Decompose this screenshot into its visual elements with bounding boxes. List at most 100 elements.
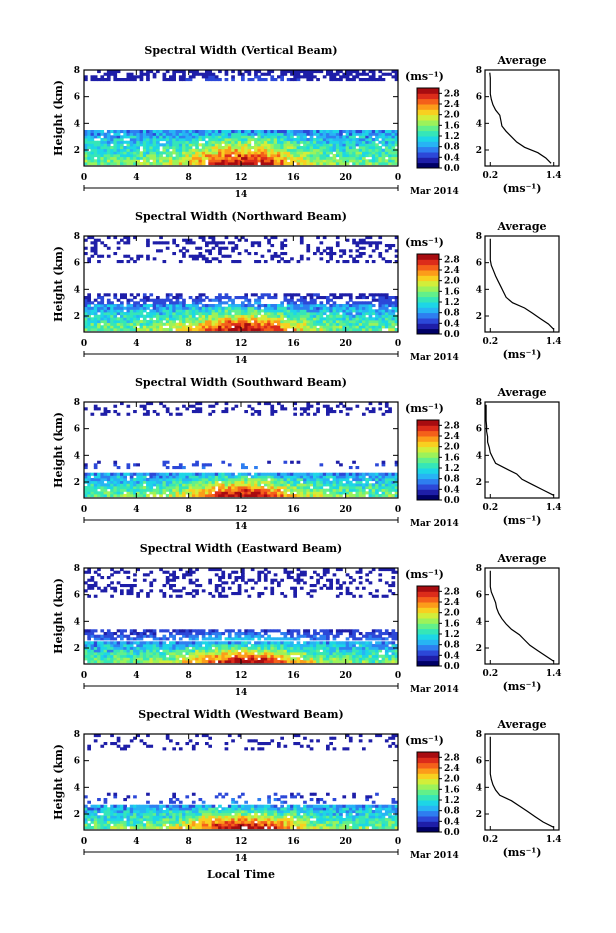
heatmap-cell bbox=[235, 260, 239, 263]
heatmap-cell bbox=[388, 641, 392, 644]
heatmap-cell bbox=[110, 304, 114, 307]
heatmap-cell bbox=[290, 481, 294, 484]
heatmap-cell bbox=[297, 657, 301, 660]
heatmap-cell bbox=[195, 489, 199, 492]
heatmap-cell bbox=[385, 159, 389, 162]
heatmap-cell bbox=[208, 647, 212, 650]
heatmap-cell bbox=[156, 637, 160, 640]
heatmap-cell bbox=[326, 494, 330, 497]
heatmap-cell bbox=[87, 494, 91, 497]
average-y-tick-label: 8 bbox=[476, 398, 482, 408]
heatmap-cell bbox=[100, 154, 104, 157]
heatmap-cell bbox=[117, 312, 121, 315]
heatmap-cell bbox=[94, 405, 98, 408]
colorbar-swatch bbox=[417, 254, 439, 260]
heatmap-cell bbox=[336, 159, 340, 162]
heatmap-cell bbox=[169, 75, 173, 78]
heatmap-cell bbox=[159, 249, 163, 252]
heatmap-cell bbox=[185, 307, 189, 310]
heatmap-cell bbox=[208, 299, 212, 302]
heatmap-cell bbox=[261, 154, 265, 157]
heatmap-cell bbox=[123, 307, 127, 310]
heatmap-cell bbox=[254, 133, 258, 136]
heatmap-cell bbox=[333, 73, 337, 76]
heatmap-cell bbox=[133, 149, 137, 152]
heatmap-cell bbox=[199, 489, 203, 492]
heatmap-cell bbox=[238, 635, 242, 638]
heatmap-cell bbox=[270, 304, 274, 307]
heatmap-cell bbox=[166, 312, 170, 315]
heatmap-cell bbox=[336, 652, 340, 655]
heatmap-cell bbox=[179, 647, 183, 650]
heatmap-cell bbox=[359, 255, 363, 258]
heatmap-cell bbox=[261, 315, 265, 318]
heatmap-cell bbox=[385, 304, 389, 307]
heatmap-cell bbox=[388, 133, 392, 136]
heatmap-cell bbox=[356, 244, 360, 247]
heatmap-cell bbox=[100, 320, 104, 323]
heatmap-cell bbox=[91, 632, 95, 635]
heatmap-cell bbox=[179, 328, 183, 331]
heatmap-cell bbox=[313, 312, 317, 315]
heatmap-cell bbox=[284, 293, 288, 296]
heatmap-cell bbox=[136, 489, 140, 492]
heatmap-cell bbox=[261, 641, 265, 644]
heatmap-cell bbox=[87, 146, 91, 149]
heatmap-cell bbox=[303, 489, 307, 492]
heatmap-cell bbox=[202, 647, 206, 650]
heatmap-cell bbox=[306, 323, 310, 326]
heatmap-cell bbox=[136, 660, 140, 663]
heatmap-cell bbox=[159, 315, 163, 318]
heatmap-cell bbox=[192, 299, 196, 302]
heatmap-cell bbox=[205, 494, 209, 497]
heatmap-cell bbox=[146, 320, 150, 323]
heatmap-cell bbox=[146, 641, 150, 644]
heatmap-cell bbox=[310, 660, 314, 663]
heatmap-cell bbox=[185, 78, 189, 81]
heatmap-cell bbox=[205, 632, 209, 635]
heatmap-cell bbox=[270, 323, 274, 326]
heatmap-cell bbox=[228, 149, 232, 152]
heatmap-cell bbox=[117, 260, 121, 263]
heatmap-cell bbox=[202, 328, 206, 331]
heatmap-cell bbox=[316, 494, 320, 497]
heatmap-cell bbox=[104, 328, 108, 331]
heatmap-cell bbox=[320, 133, 324, 136]
heatmap-cell bbox=[303, 652, 307, 655]
heatmap-cell bbox=[136, 138, 140, 141]
heatmap-cell bbox=[392, 141, 396, 144]
heatmap-cell bbox=[385, 260, 389, 263]
heatmap-cell bbox=[257, 632, 261, 635]
heatmap-cell bbox=[159, 481, 163, 484]
heatmap-cell bbox=[189, 315, 193, 318]
heatmap-cell bbox=[336, 641, 340, 644]
heatmap-cell bbox=[195, 146, 199, 149]
heatmap-cell bbox=[123, 489, 127, 492]
heatmap-cell bbox=[231, 149, 235, 152]
heatmap-cell bbox=[110, 481, 114, 484]
heatmap-cell bbox=[264, 162, 268, 165]
heatmap-cell bbox=[280, 73, 284, 76]
colorbar-tick-label: 1.2 bbox=[444, 298, 460, 308]
heatmap-cell bbox=[277, 644, 281, 647]
heatmap-cell bbox=[378, 307, 382, 310]
heatmap-cell bbox=[306, 413, 310, 416]
heatmap-cell bbox=[352, 75, 356, 78]
heatmap-cell bbox=[235, 157, 239, 160]
heatmap-cell bbox=[336, 241, 340, 244]
heatmap-cell bbox=[261, 149, 265, 152]
heatmap-cell bbox=[153, 641, 157, 644]
heatmap-cell bbox=[254, 641, 258, 644]
heatmap-cell bbox=[215, 629, 219, 632]
colorbar-swatch bbox=[417, 99, 439, 105]
heatmap-cell bbox=[352, 239, 356, 242]
heatmap-cell bbox=[97, 133, 101, 136]
colorbar-tick-label: 2.8 bbox=[444, 421, 460, 431]
heatmap-cell bbox=[133, 138, 137, 141]
heatmap-cell bbox=[349, 660, 353, 663]
heatmap-cell bbox=[359, 312, 363, 315]
heatmap-cell bbox=[320, 320, 324, 323]
heatmap-cell bbox=[202, 293, 206, 296]
heatmap-cell bbox=[107, 655, 111, 658]
heatmap-cell bbox=[179, 154, 183, 157]
